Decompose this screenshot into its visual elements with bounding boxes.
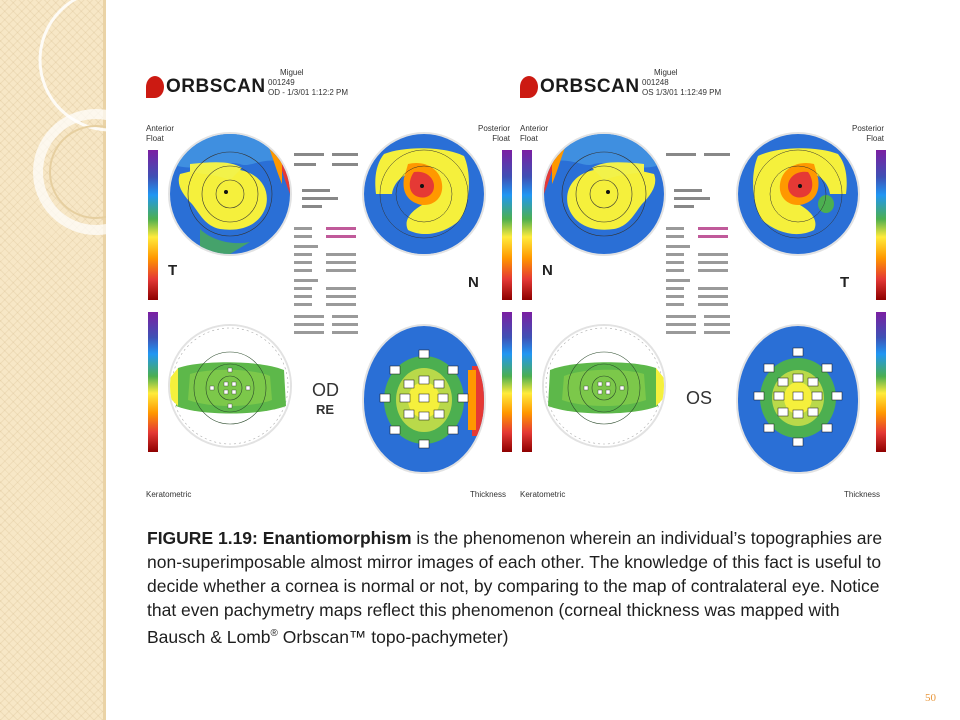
color-scale-right bbox=[502, 150, 512, 300]
patient-id: 001249 bbox=[268, 78, 295, 87]
orbscan-logo: ORBSCAN bbox=[520, 72, 640, 102]
thickness-label: Thickness bbox=[843, 490, 880, 499]
orbscan-figure: ORBSCAN Miguel 001249 OD - 1/3/01 1:12:2… bbox=[120, 44, 896, 512]
color-scale-right bbox=[876, 150, 886, 300]
posterior-float-label: Posterior Float bbox=[851, 124, 884, 143]
patient-name: Miguel bbox=[280, 68, 304, 77]
eye-side-re: RE bbox=[316, 402, 335, 417]
color-scale-right-lower bbox=[502, 312, 512, 452]
nasal-direction-label: N bbox=[542, 262, 553, 279]
caption-body: is the phenomenon wherein an individual’… bbox=[147, 528, 883, 647]
posterior-float-map bbox=[362, 132, 486, 256]
posterior-float-map bbox=[736, 132, 860, 256]
orbscan-logo: ORBSCAN bbox=[146, 72, 266, 102]
caption-term: Enantiomorphism bbox=[262, 528, 412, 548]
decorative-side-strip bbox=[0, 0, 106, 720]
figure-caption: FIGURE 1.19: Enantiomorphism is the phen… bbox=[147, 526, 895, 649]
temporal-direction-label: T bbox=[168, 262, 178, 279]
color-scale-right-lower bbox=[876, 312, 886, 452]
keratometric-label: Keratometric bbox=[520, 490, 566, 499]
temporal-direction-label: T bbox=[840, 274, 850, 291]
exam-eye-date: OS 1/3/01 1:12:49 PM bbox=[642, 88, 722, 97]
posterior-float-label: Posterior Float bbox=[477, 124, 510, 143]
caption-brand: Orbscan™ topo-pachymeter) bbox=[277, 626, 509, 647]
keratometric-label: Keratometric bbox=[146, 490, 192, 499]
decorative-circles-graphic bbox=[33, 0, 106, 235]
orbscan-logo-mark bbox=[146, 76, 164, 98]
figure-label: FIGURE 1.19: bbox=[147, 528, 258, 548]
color-scale-left bbox=[148, 150, 158, 300]
exam-statistics-block bbox=[664, 142, 738, 342]
exam-statistics-block bbox=[292, 142, 366, 342]
anterior-float-map bbox=[168, 132, 292, 256]
registered-mark: ® bbox=[270, 628, 278, 639]
page-number: 50 bbox=[925, 692, 936, 704]
thickness-map bbox=[362, 324, 486, 474]
thickness-label: Thickness bbox=[469, 490, 506, 499]
nasal-direction-label: N bbox=[468, 274, 479, 291]
orbscan-panel-od: ORBSCAN Miguel 001249 OD - 1/3/01 1:12:2… bbox=[140, 62, 516, 504]
orbscan-panel-os: ORBSCAN Miguel 001248 OS 1/3/01 1:12:49 … bbox=[514, 62, 890, 504]
anterior-float-label: Anterior Float bbox=[146, 124, 175, 143]
thickness-map bbox=[736, 324, 860, 474]
color-scale-left-lower bbox=[148, 312, 158, 452]
anterior-float-label: Anterior Float bbox=[520, 124, 549, 143]
eye-code-os: OS bbox=[686, 388, 713, 408]
exam-eye-date: OD - 1/3/01 1:12:2 PM bbox=[268, 88, 349, 97]
orbscan-logo-mark bbox=[520, 76, 538, 98]
keratometric-map bbox=[542, 324, 666, 448]
patient-name: Miguel bbox=[654, 68, 678, 77]
color-scale-left bbox=[522, 150, 532, 300]
color-scale-left-lower bbox=[522, 312, 532, 452]
anterior-float-map bbox=[542, 132, 666, 256]
eye-code-od: OD bbox=[312, 380, 339, 400]
patient-id: 001248 bbox=[642, 78, 669, 87]
keratometric-map bbox=[168, 324, 292, 448]
